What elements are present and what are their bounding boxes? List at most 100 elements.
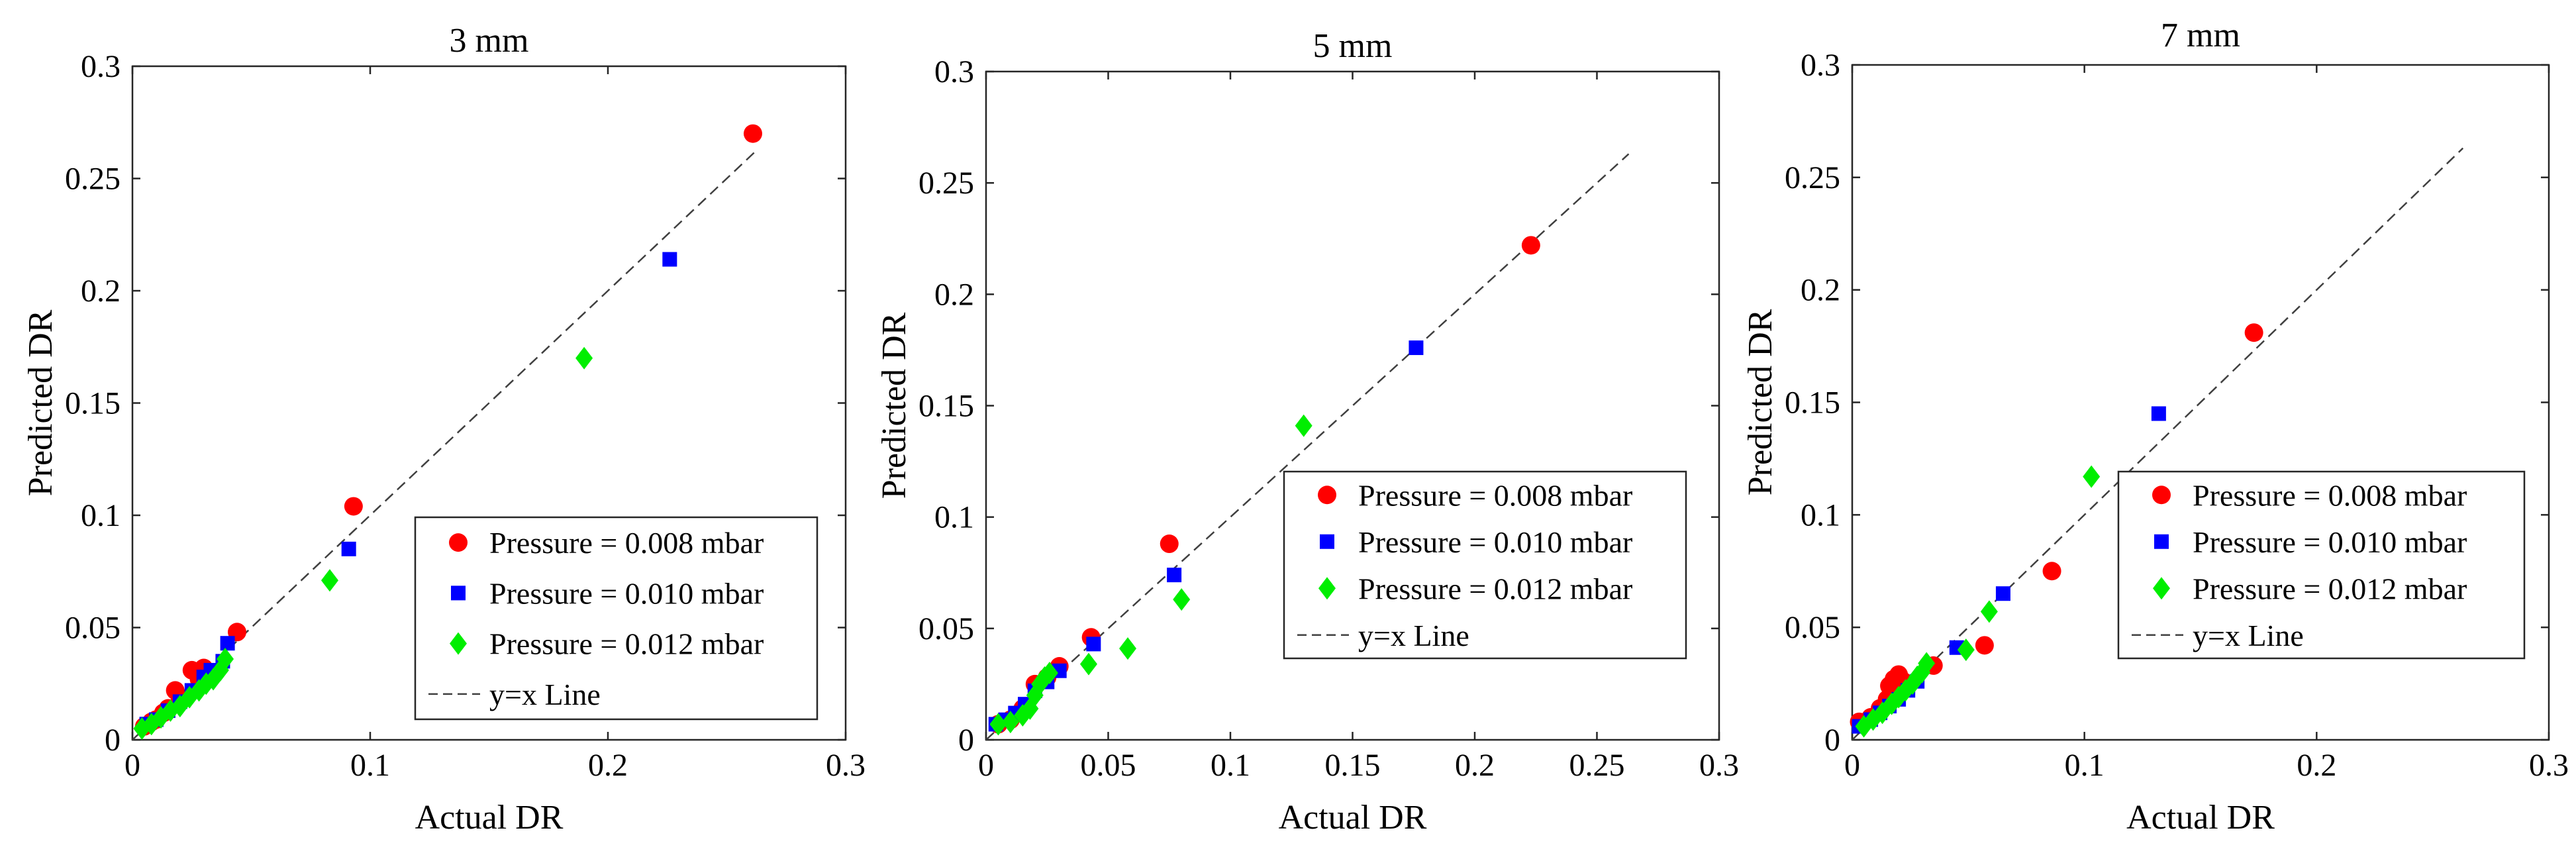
legend: Pressure = 0.008 mbar Pressure = 0.010 mb… [1283, 470, 1687, 660]
legend-label: Pressure = 0.012 mbar [489, 627, 764, 661]
data-point [1295, 414, 1313, 437]
legend-marker-diamond [1318, 577, 1336, 600]
x-tick-label: 0 [1844, 748, 1860, 783]
data-point [2151, 406, 2166, 421]
x-tick-label: 0.2 [588, 748, 628, 783]
data-point [341, 541, 356, 556]
x-tick-label: 0.1 [2065, 748, 2105, 783]
y-tick-label: 0.05 [918, 611, 974, 646]
y-axis-label: Predicted DR [875, 312, 913, 499]
y-tick-label: 0.2 [81, 274, 121, 309]
y-tick-label: 0 [958, 723, 974, 758]
data-point [220, 636, 235, 651]
legend-label: Pressure = 0.008 mbar [2193, 478, 2467, 512]
y-tick-label: 0.1 [934, 500, 974, 535]
x-axis-label: Actual DR [1279, 799, 1427, 837]
series-diamond-points [1855, 465, 2101, 738]
data-point [1119, 637, 1137, 660]
y-tick-label: 0 [1824, 723, 1840, 758]
data-point [1160, 534, 1179, 554]
legend-marker-circle [449, 533, 468, 552]
data-point [575, 346, 593, 370]
data-point [989, 713, 1007, 736]
data-point [1409, 340, 1424, 356]
legend-box [1283, 470, 1687, 660]
x-tick-label: 0.3 [1699, 748, 1739, 783]
data-point [1975, 636, 1994, 655]
legend-label: Pressure = 0.010 mbar [489, 576, 764, 610]
y-tick-label: 0.1 [1801, 497, 1840, 533]
y-tick-label: 0.25 [1785, 160, 1840, 195]
data-point [1995, 586, 2010, 601]
legend-marker-diamond [2153, 577, 2170, 600]
x-tick-label: 0.1 [350, 748, 390, 783]
legend: Pressure = 0.008 mbar Pressure = 0.010 mb… [414, 516, 818, 721]
chart-panel-3: 0 0.1 0.2 0.3 0 0.05 0.1 0.15 0.2 0.25 0.3 7 mm Actu… [1742, 17, 2569, 837]
x-tick-label: 0.2 [1455, 748, 1495, 783]
y-tick-label: 0.2 [1801, 273, 1840, 308]
data-point [2083, 465, 2101, 488]
legend-marker-square [2154, 534, 2169, 549]
x-tick-label: 0.2 [2297, 748, 2336, 783]
data-point [321, 569, 338, 592]
y-tick-label: 0.25 [918, 166, 974, 201]
x-tick-label: 0.05 [1081, 748, 1136, 783]
x-axis-label: Actual DR [415, 799, 564, 837]
chart-title: 5 mm [1313, 27, 1393, 65]
data-point [1086, 636, 1101, 652]
data-point [1521, 236, 1540, 255]
data-point [1918, 652, 1936, 675]
x-tick-label: 0.25 [1569, 748, 1625, 783]
legend-label: Pressure = 0.008 mbar [489, 526, 764, 560]
x-tick-label: 0 [978, 748, 994, 783]
x-tick-label: 0.1 [1211, 748, 1250, 783]
chart-panel-2: 0 0.05 0.1 0.15 0.2 0.25 0.3 0 0.05 0.1 0.15 0.2 0.2… [875, 27, 1739, 837]
legend-label: y=x Line [1358, 619, 1469, 652]
y-axis-label: Predicted DR [22, 309, 60, 496]
legend-label: y=x Line [2193, 619, 2304, 652]
reference-line-y-equals-x [985, 153, 1630, 740]
y-tick-label: 0.05 [65, 611, 121, 646]
x-axis-label: Actual DR [2126, 799, 2275, 837]
legend-box [414, 516, 818, 721]
legend: Pressure = 0.008 mbar Pressure = 0.010 mb… [2117, 470, 2526, 660]
data-point [662, 252, 677, 267]
legend-label: Pressure = 0.010 mbar [1358, 525, 1632, 559]
data-point [1957, 638, 1975, 662]
legend-label: Pressure = 0.012 mbar [2193, 572, 2467, 605]
x-tick-label: 0.3 [2529, 748, 2569, 783]
y-tick-label: 0.05 [1785, 610, 1840, 645]
legend-marker-square [451, 585, 466, 601]
y-tick-label: 0.3 [81, 49, 121, 84]
legend-marker-circle [2152, 485, 2171, 505]
legend-label: y=x Line [489, 678, 601, 711]
data-point [2244, 323, 2263, 342]
data-point [217, 647, 234, 670]
chart-title: 7 mm [2161, 17, 2240, 54]
y-tick-label: 0.3 [1801, 48, 1840, 83]
legend-box [2117, 470, 2526, 660]
y-tick-label: 0.2 [934, 277, 974, 312]
legend-label: Pressure = 0.008 mbar [1358, 478, 1632, 512]
reference-line-y-equals-x [132, 148, 759, 740]
chart-panel-1: 0 0.1 0.2 0.3 0 0.05 0.1 0.15 0.2 0.25 0.3 3 mm Actu… [22, 22, 866, 837]
data-point [1031, 672, 1049, 695]
data-point [1079, 652, 1097, 676]
chart-title: 3 mm [450, 22, 529, 60]
series-diamond-points [989, 414, 1313, 736]
data-point [1173, 588, 1191, 611]
legend-marker-square [1320, 534, 1334, 549]
data-point [1904, 672, 1922, 695]
legend-label: Pressure = 0.012 mbar [1358, 572, 1632, 605]
series-diamond-points [133, 346, 593, 740]
y-tick-label: 0.15 [918, 389, 974, 424]
y-tick-label: 0.1 [81, 498, 121, 533]
x-tick-label: 0.3 [826, 748, 866, 783]
data-point [1980, 600, 1998, 623]
y-axis-label: Predicted DR [1742, 309, 1779, 495]
y-tick-label: 0.15 [65, 386, 121, 421]
y-tick-label: 0.25 [65, 162, 121, 197]
legend-marker-diamond [450, 632, 467, 655]
data-point [1040, 662, 1058, 685]
